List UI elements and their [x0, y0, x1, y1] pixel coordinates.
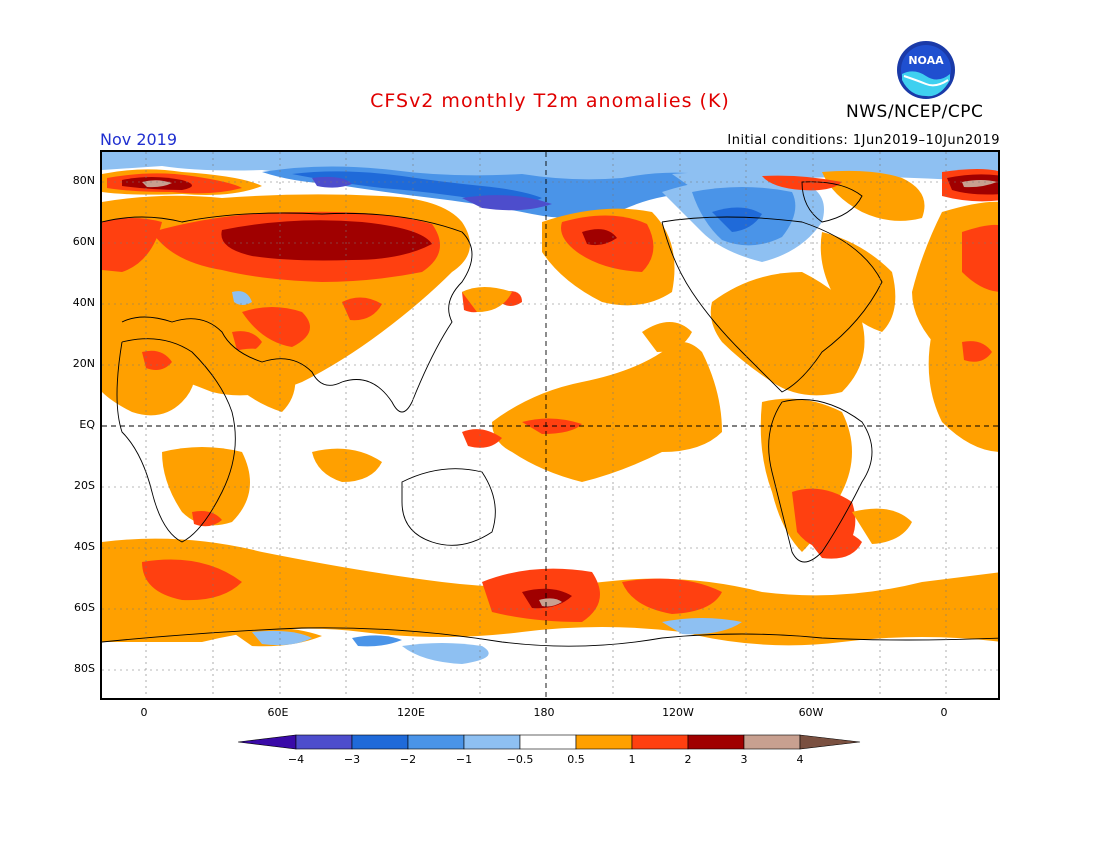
lat-label: 20S: [74, 479, 95, 492]
legend-swatch: [631, 734, 689, 750]
lon-label: 0: [140, 706, 148, 719]
legend-label: −3: [343, 753, 361, 766]
legend-label: 1: [628, 753, 636, 766]
legend-swatch: [575, 734, 633, 750]
legend-label: 0.5: [567, 753, 585, 766]
lon-label: 120W: [662, 706, 694, 719]
lat-label: 80N: [72, 174, 95, 187]
legend-swatch: [799, 734, 861, 750]
equator-dateline: [102, 152, 998, 698]
arctic-warm-spots: [102, 169, 998, 221]
legend-swatch: [295, 734, 353, 750]
legend-swatch: [463, 734, 521, 750]
eurasia-warm-anomaly: [102, 194, 998, 452]
lat-label: 40N: [72, 296, 95, 309]
initial-conditions: Initial conditions: 1Jun2019–10Jun2019: [727, 133, 1000, 148]
legend-label: −4: [287, 753, 305, 766]
lat-label: 60S: [74, 601, 95, 614]
legend-swatch: [351, 734, 409, 750]
noaa-logo: NOAA: [897, 41, 955, 99]
legend-label: 2: [684, 753, 692, 766]
legend-swatch: [407, 734, 465, 750]
lon-label: 60E: [267, 706, 289, 719]
legend-swatch: [238, 734, 297, 750]
organization-label: NWS/NCEP/CPC: [846, 102, 984, 122]
color-legend: [238, 734, 861, 750]
lon-label: 120E: [397, 706, 425, 719]
lat-label: 40S: [74, 540, 95, 553]
lat-label: 20N: [72, 357, 95, 370]
chart-title: CFSv2 monthly T2m anomalies (K): [370, 90, 730, 112]
lat-label: EQ: [79, 418, 95, 431]
legend-swatch: [519, 734, 577, 750]
antarctic-cold-anomaly: [252, 618, 742, 664]
legend-label: −1: [455, 753, 473, 766]
lat-label: 60N: [72, 235, 95, 248]
north-pacific-warm-anomaly: [462, 208, 675, 312]
americas-warm-anomaly: [710, 232, 912, 552]
legend-label: −2: [399, 753, 417, 766]
coastlines: [102, 181, 998, 647]
map-canvas: [102, 152, 998, 698]
legend-swatch: [743, 734, 801, 750]
tropical-pacific-warm-anomaly: [462, 322, 722, 482]
graticule: [102, 152, 998, 698]
legend-label: 4: [796, 753, 804, 766]
legend-swatch: [687, 734, 745, 750]
noaa-logo-text: NOAA: [908, 54, 944, 67]
lon-label: 60W: [798, 706, 824, 719]
anomaly-map: [100, 150, 1000, 700]
forecast-month: Nov 2019: [100, 130, 178, 149]
lon-label: 180: [533, 706, 555, 719]
lon-label: 0: [940, 706, 948, 719]
legend-label: 3: [740, 753, 748, 766]
lat-label: 80S: [74, 662, 95, 675]
legend-label: −0.5: [506, 753, 534, 766]
africa-warm-anomaly: [102, 338, 382, 527]
